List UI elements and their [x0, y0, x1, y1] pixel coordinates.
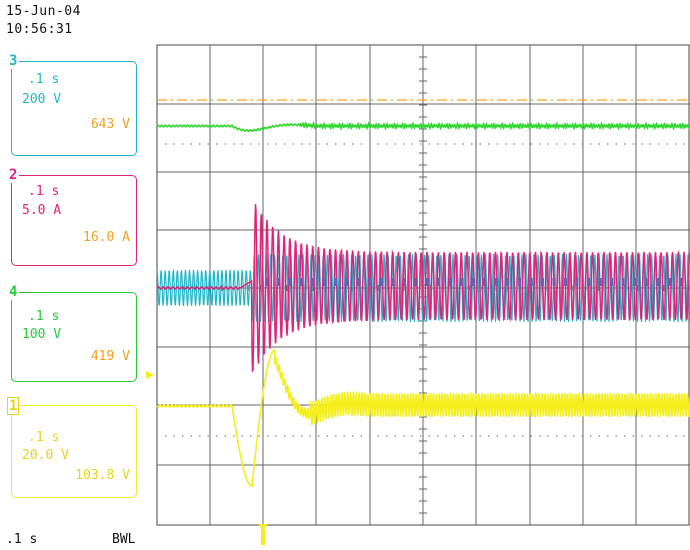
trace-overlap-mark [667, 278, 671, 286]
trace-overlap-mark [276, 278, 280, 286]
trace-overlap-mark [288, 278, 291, 286]
date-label: 15-Jun-04 [6, 4, 81, 19]
trace-overlap-mark [575, 278, 579, 286]
channel-3-reading: 643 V [90, 117, 130, 132]
trace-overlap-mark [403, 278, 406, 286]
trace-overlap-mark [345, 278, 349, 286]
trace-overlap-mark [483, 278, 487, 286]
trace-overlap-mark [460, 278, 464, 286]
trace-overlap-mark [380, 278, 383, 286]
trace-overlap-mark [644, 278, 648, 286]
trace-overlap-mark [334, 278, 337, 286]
channel-4-scale: 100 V [22, 327, 62, 342]
bwl-indicator: BWL [112, 532, 136, 547]
trace-overlap-mark [265, 278, 268, 286]
channel-1-reading: 103.8 V [75, 468, 130, 483]
trace-overlap-mark [541, 278, 544, 286]
trace-overlap-mark [656, 278, 659, 286]
channel-1-trace [156, 348, 690, 487]
channel-2-trace [156, 204, 690, 373]
channel-4-timebase: .1 s [28, 309, 60, 324]
channel-2-timebase: .1 s [28, 184, 60, 199]
channel-1-scale: 20.0 V [22, 448, 69, 463]
trace-overlap-mark [529, 278, 533, 286]
channel-4-number: 4 [7, 284, 20, 300]
trace-overlap-mark [598, 278, 602, 286]
trace-overlap-mark [368, 278, 372, 286]
trace-overlap-mark [426, 278, 429, 286]
trace-overlap-mark [311, 278, 314, 286]
marker-group [146, 371, 268, 545]
channel-1-number: 1 [7, 397, 20, 415]
footer-timebase: .1 s [6, 532, 38, 547]
channel-1-info-box[interactable]: 1 .1 s 20.0 V 103.8 V [7, 397, 137, 498]
channel-2-reading: 16.0 A [83, 230, 130, 245]
channel-3-timebase: .1 s [28, 72, 60, 87]
trace-overlap-mark [322, 278, 326, 286]
trigger-point-marker [258, 524, 268, 530]
channel-2-scale: 5.0 A [22, 203, 62, 218]
trace-overlap-mark [495, 278, 498, 286]
channel-4-reading: 419 V [90, 349, 130, 364]
trace-overlap-mark [587, 278, 590, 286]
trace-overlap-mark [506, 278, 510, 286]
channel-4-trace [156, 121, 690, 133]
trace-overlap-mark [552, 278, 556, 286]
channel-1-level-marker [146, 371, 154, 379]
channel-2-number: 2 [7, 167, 20, 183]
trigger-point-stem [261, 529, 265, 545]
trace-overlap-mark [414, 278, 418, 286]
channel-3-info-box[interactable]: 3 .1 s 200 V 643 V [7, 53, 137, 156]
channel-3-scale: 200 V [22, 92, 62, 107]
trace-overlap-mark [391, 278, 395, 286]
channel-4-info-box[interactable]: 4 .1 s 100 V 419 V [7, 284, 137, 382]
channel-3-number: 3 [7, 53, 20, 69]
trace-overlap-mark [518, 278, 521, 286]
channel-2-info-box[interactable]: 2 .1 s 5.0 A 16.0 A [7, 167, 137, 266]
trace-overlap-mark [633, 278, 636, 286]
time-label: 10:56:31 [6, 22, 73, 37]
trace-overlap-mark [357, 278, 360, 286]
trace-overlap-mark [610, 278, 613, 286]
trace-overlap-mark [472, 278, 475, 286]
trace-overlap-mark [299, 278, 303, 286]
channel-1-timebase: .1 s [28, 430, 60, 445]
waveform-traces [156, 99, 690, 487]
trace-overlap-mark [564, 278, 567, 286]
trace-overlap-mark [621, 278, 625, 286]
trace-overlap-mark [437, 278, 441, 286]
trace-overlap-mark [679, 278, 682, 286]
trace-overlap-mark [449, 278, 452, 286]
